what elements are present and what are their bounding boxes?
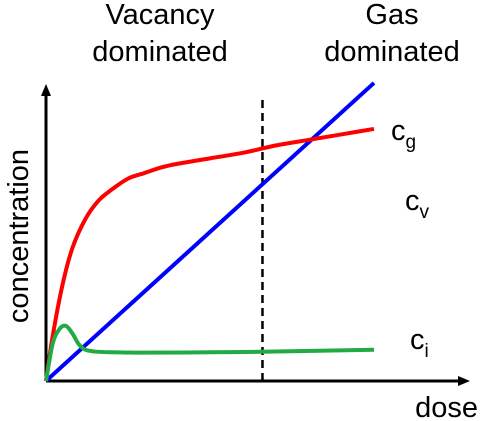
curve-c-v xyxy=(44,126,375,382)
region-label-left-line1: Vacancy xyxy=(105,0,215,31)
label-c-g: cg xyxy=(391,115,416,153)
label-c-i: ci xyxy=(410,324,429,362)
y-axis-label: concentration xyxy=(3,149,35,323)
x-axis-label: dose xyxy=(415,392,478,421)
region-label-left-line2: dominated xyxy=(92,36,227,68)
region-label-right-line2: dominated xyxy=(324,36,459,68)
curve-c-i xyxy=(44,323,375,382)
region-label-right-line1: Gas xyxy=(365,0,418,31)
label-c-v: cv xyxy=(405,185,430,223)
curve-c-g xyxy=(44,81,376,383)
